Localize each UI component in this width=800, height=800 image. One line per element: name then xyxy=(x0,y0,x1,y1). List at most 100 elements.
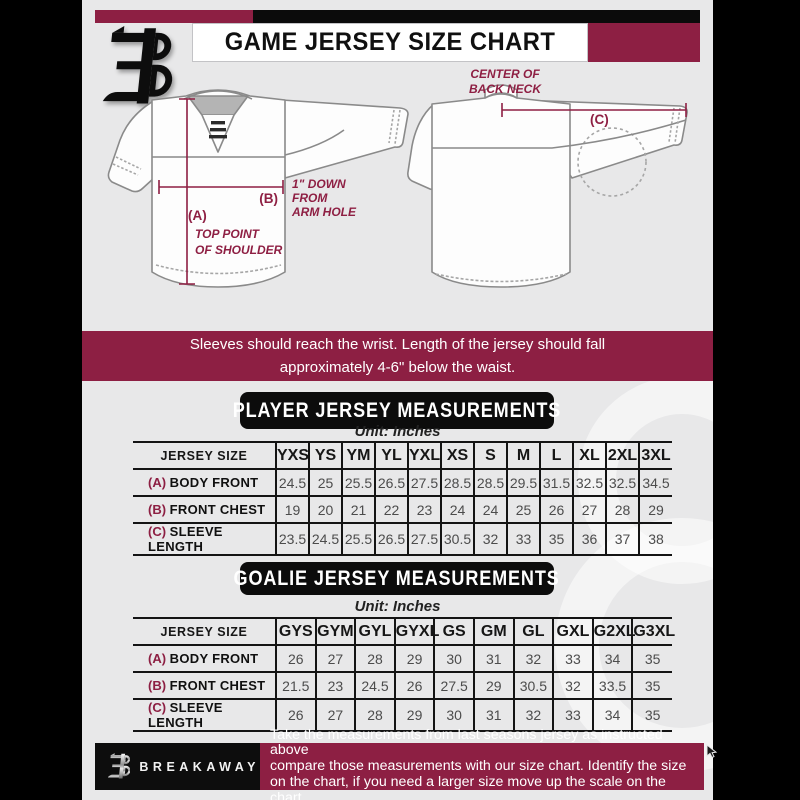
player-section-title: PLAYER JERSEY MEASUREMENTS xyxy=(233,392,560,429)
measurement-cell: 32 xyxy=(512,644,555,673)
measurement-cell: 31 xyxy=(472,644,515,673)
measurement-cell: 19 xyxy=(275,495,310,524)
label-c-caption-1: CENTER OF xyxy=(470,67,540,81)
measurement-label: (A) BODY FRONT xyxy=(133,644,277,673)
measurement-row: (B) FRONT CHEST 21.5 23 24.5 26 27.5 29 30.5 32 3… xyxy=(133,671,672,700)
measurement-cell: 29 xyxy=(393,644,436,673)
size-header: S xyxy=(473,441,508,470)
table-header-row: JERSEY SIZE GYS GYM GYL GYXL GS GM GL GXL G2XL G3X… xyxy=(133,617,675,646)
measurement-cell: 33 xyxy=(506,522,541,556)
measurement-cell: 21 xyxy=(341,495,376,524)
size-header: GYL xyxy=(354,617,396,646)
measurement-cell: 33 xyxy=(552,698,594,732)
label-b-caption-1: 1" DOWN xyxy=(292,177,346,191)
title-banner: GAME JERSEY SIZE CHART xyxy=(192,23,588,62)
measurement-cell: 25.5 xyxy=(341,522,376,556)
notice-line-1: Sleeves should reach the wrist. Length o… xyxy=(189,336,606,353)
measurement-cell: 26 xyxy=(275,698,317,732)
measurement-cell: 24 xyxy=(473,495,508,524)
front-left-sleeve xyxy=(107,99,156,193)
measurement-cell: 27.5 xyxy=(433,671,475,700)
header-maroon-bar xyxy=(95,10,253,23)
measurement-cell: 33.5 xyxy=(591,671,634,700)
label-b-caption-2: FROM xyxy=(292,191,328,205)
size-header: 2XL xyxy=(605,441,640,470)
measurement-cell: 25 xyxy=(506,495,541,524)
size-header: YS xyxy=(308,441,343,470)
label-a-caption-2: OF SHOULDER xyxy=(195,243,283,257)
size-header: GL xyxy=(512,617,555,646)
measurement-cell: 34.5 xyxy=(638,468,672,497)
measurement-cell: 35 xyxy=(631,644,672,673)
measurement-cell: 27.5 xyxy=(407,468,442,497)
goalie-unit-label: Unit: Inches xyxy=(354,598,441,615)
measurement-cell: 24.5 xyxy=(275,468,310,497)
label-c: (C) xyxy=(590,112,609,127)
measurement-cell: 27 xyxy=(314,698,357,732)
measurement-cell: 20 xyxy=(308,495,343,524)
measurement-cell: 34 xyxy=(591,698,634,732)
jersey-diagram: (A) TOP POINT OF SHOULDER (B) 1" DOWN FR… xyxy=(107,67,688,288)
measurement-cell: 26 xyxy=(393,671,436,700)
measurement-cell: 21.5 xyxy=(275,671,317,700)
size-header: GXL xyxy=(552,617,594,646)
measurement-cell: 22 xyxy=(374,495,409,524)
footer-line-1: Take the measurements from last seasons … xyxy=(270,726,663,759)
measurement-cell: 38 xyxy=(638,522,672,556)
measurement-cell: 32 xyxy=(512,698,555,732)
player-unit-label: Unit: Inches xyxy=(354,423,441,440)
footer-line-2: compare those measurements with our size… xyxy=(270,758,687,775)
header-black-bar xyxy=(253,10,700,23)
measurement-cell: 35 xyxy=(631,698,672,732)
measurement-cell: 23 xyxy=(314,671,357,700)
measurement-lines xyxy=(158,98,687,285)
measurement-cell: 29 xyxy=(638,495,672,524)
measurement-cell: 28 xyxy=(605,495,640,524)
measurement-cell: 27.5 xyxy=(407,522,442,556)
collar-laces xyxy=(209,121,227,139)
measurement-cell: 33 xyxy=(552,644,594,673)
measurement-cell: 28.5 xyxy=(473,468,508,497)
back-collar xyxy=(484,84,518,99)
size-col-title: JERSEY SIZE xyxy=(133,441,277,470)
measurement-cell: 25 xyxy=(308,468,343,497)
back-body xyxy=(431,93,571,288)
front-body xyxy=(151,89,286,288)
measurement-cell: 32 xyxy=(473,522,508,556)
size-header: GYS xyxy=(275,617,317,646)
size-header: G2XL xyxy=(591,617,636,646)
measurement-label: (B) FRONT CHEST xyxy=(133,671,277,700)
measurement-cell: 32.5 xyxy=(605,468,640,497)
measurement-cell: 36 xyxy=(572,522,607,556)
footer-line-3: on the chart, if you need a larger size … xyxy=(270,773,666,800)
measurement-cell: 28.5 xyxy=(440,468,475,497)
measurement-cell: 26 xyxy=(275,644,317,673)
measurement-cell: 24.5 xyxy=(308,522,343,556)
measurement-cell: 26.5 xyxy=(374,468,409,497)
fit-notice-banner: Sleeves should reach the wrist. Length o… xyxy=(82,331,713,381)
measurement-cell: 30 xyxy=(433,698,475,732)
goalie-section-title: GOALIE JERSEY MEASUREMENTS xyxy=(234,562,559,595)
measurement-cell: 29.5 xyxy=(506,468,541,497)
measurement-cell: 24.5 xyxy=(354,671,396,700)
size-header: GYM xyxy=(314,617,357,646)
size-header: YXS xyxy=(275,441,310,470)
size-header: GS xyxy=(433,617,475,646)
measurement-cell: 32.5 xyxy=(572,468,607,497)
footer-brand-box: BREAKAWAY xyxy=(95,743,260,790)
measurement-row: (A) BODY FRONT 26 27 28 29 30 31 32 33 34 35 xyxy=(133,644,672,673)
measurement-cell: 26 xyxy=(539,495,574,524)
measurement-cell: 37 xyxy=(605,522,640,556)
measurement-cell: 27 xyxy=(314,644,357,673)
size-header: XS xyxy=(440,441,475,470)
footer-brand-name: BREAKAWAY xyxy=(139,759,260,774)
measurement-cell: 29 xyxy=(393,698,436,732)
label-a-caption-1: TOP POINT xyxy=(195,227,261,241)
measurement-cell: 26.5 xyxy=(374,522,409,556)
measurement-cell: 23 xyxy=(407,495,442,524)
table-header-row: JERSEY SIZE YXS YS YM YL YXL XS S M L XL 2XL 3XL xyxy=(133,441,672,470)
measurement-label: (A) BODY FRONT xyxy=(133,468,277,497)
measurement-cell: 30.5 xyxy=(512,671,555,700)
measurement-cell: 27 xyxy=(572,495,607,524)
